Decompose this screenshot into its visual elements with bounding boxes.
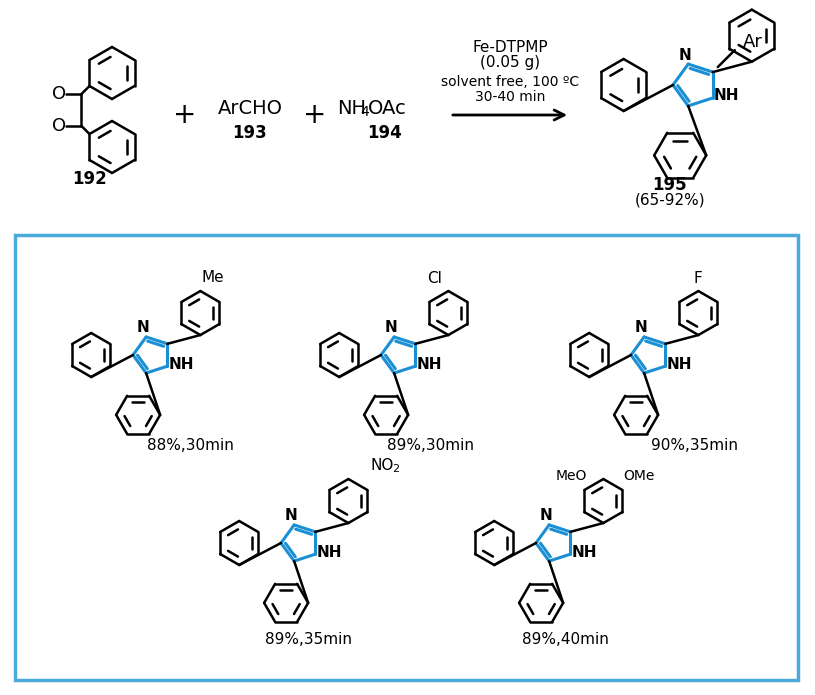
Text: 194: 194 — [368, 124, 403, 142]
Text: 89%,40min: 89%,40min — [522, 632, 609, 648]
Text: 192: 192 — [73, 170, 108, 188]
Text: ArCHO: ArCHO — [218, 99, 283, 117]
Text: +: + — [174, 101, 196, 129]
Text: 2: 2 — [392, 464, 399, 474]
Text: NH: NH — [316, 545, 342, 559]
Text: N: N — [540, 509, 553, 523]
Text: solvent free, 100 ºC: solvent free, 100 ºC — [441, 75, 579, 89]
Text: NH: NH — [714, 88, 739, 104]
Text: (0.05 g): (0.05 g) — [480, 56, 540, 70]
Text: OMe: OMe — [623, 469, 655, 483]
Text: 4: 4 — [360, 105, 368, 119]
Text: Ar: Ar — [742, 33, 763, 51]
Text: 89%,30min: 89%,30min — [386, 437, 474, 452]
Text: N: N — [385, 320, 398, 336]
Text: NH: NH — [571, 545, 597, 559]
Text: N: N — [137, 320, 149, 336]
Text: OAc: OAc — [368, 99, 407, 117]
Text: O: O — [52, 85, 67, 103]
Text: (65-92%): (65-92%) — [635, 193, 705, 208]
Text: N: N — [284, 509, 297, 523]
Text: NH: NH — [169, 357, 194, 372]
Text: Fe-DTPMP: Fe-DTPMP — [472, 40, 548, 54]
Text: 30-40 min: 30-40 min — [475, 90, 545, 104]
Text: O: O — [52, 117, 67, 135]
Text: +: + — [303, 101, 327, 129]
Text: NH: NH — [416, 357, 442, 372]
Text: 193: 193 — [232, 124, 267, 142]
Text: NO: NO — [370, 457, 394, 473]
Bar — [15, 235, 798, 680]
Text: NH: NH — [667, 357, 692, 372]
Text: Me: Me — [201, 270, 223, 284]
Text: 89%,35min: 89%,35min — [265, 632, 351, 648]
Text: F: F — [694, 270, 703, 286]
Text: N: N — [679, 47, 692, 63]
Text: 195: 195 — [653, 176, 687, 194]
Text: MeO: MeO — [556, 469, 587, 483]
Text: NH: NH — [337, 99, 366, 117]
Text: 88%,30min: 88%,30min — [147, 437, 233, 452]
Text: 90%,35min: 90%,35min — [651, 437, 738, 452]
Text: N: N — [635, 320, 647, 336]
Text: Cl: Cl — [427, 270, 442, 286]
